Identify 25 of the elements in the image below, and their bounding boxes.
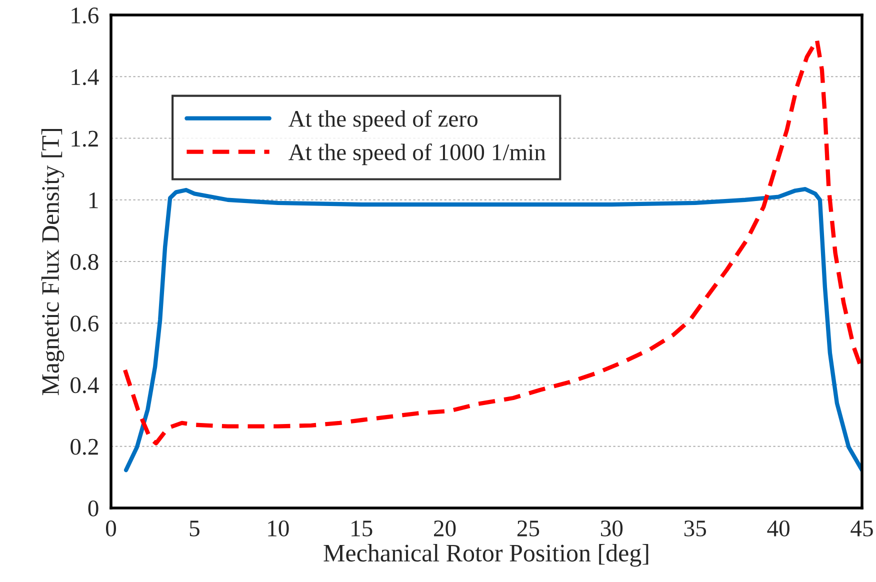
y-tick-label: 1.6 <box>72 8 98 24</box>
x-tick-label: 25 <box>517 520 540 536</box>
y-tick-label: 1.4 <box>72 69 99 86</box>
x-tick-label: 10 <box>268 520 289 536</box>
y-tick-label: 0.6 <box>70 316 98 332</box>
y-tick-label: 0.8 <box>70 254 98 270</box>
y-tick-label: 0 <box>88 500 98 516</box>
x-tick-label: 35 <box>684 520 706 536</box>
x-tick-label: 0 <box>106 520 116 536</box>
y-tick-label: 0.2 <box>70 438 98 455</box>
y-tick-label: 0.4 <box>70 377 99 394</box>
y-tick-label: 1 <box>89 192 98 208</box>
legend-label: At the speed of 1000 1/min <box>288 143 546 166</box>
x-tick-label: 45 <box>850 520 873 536</box>
y-tick-label: 1.2 <box>72 130 98 147</box>
line-series <box>124 187 862 472</box>
x-tick-label: 5 <box>190 520 200 536</box>
x-tick-label: 30 <box>600 520 623 536</box>
x-tick-label: 40 <box>767 520 790 536</box>
x-tick-label: 20 <box>434 520 456 536</box>
legend-label: At the speed of zero <box>288 110 478 132</box>
x-tick-label: 15 <box>352 520 372 536</box>
x-axis-title: Mechanical Rotor Position [deg] <box>324 544 648 567</box>
y-axis-title: Magnetic Flux Density [T] <box>41 129 64 396</box>
line-series <box>122 38 862 446</box>
